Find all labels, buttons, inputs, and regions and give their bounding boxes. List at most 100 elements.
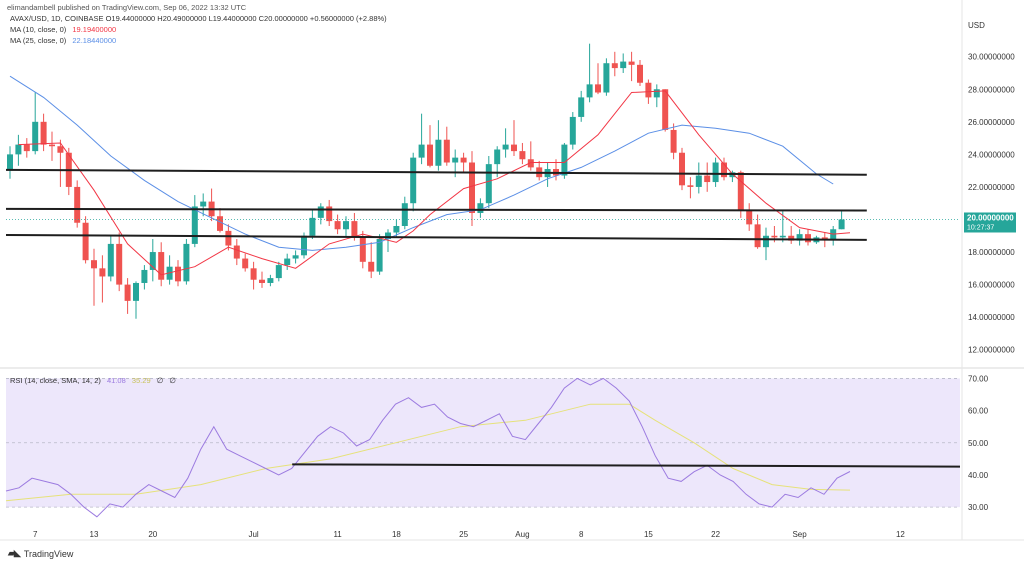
candle-body xyxy=(250,268,257,280)
rsi-tick-label: 40.00 xyxy=(968,471,989,480)
rsi-sma-value: 35.29 xyxy=(131,376,151,385)
price-tick-label: 12.00000000 xyxy=(968,346,1015,355)
time-tick-label: 15 xyxy=(644,530,653,539)
candle-body xyxy=(74,186,81,223)
candle-body xyxy=(511,144,517,152)
rsi-plot xyxy=(5,377,961,518)
candle-body xyxy=(225,230,232,246)
candle-body xyxy=(343,221,349,230)
time-tick-label: Sep xyxy=(792,530,807,539)
time-tick-label: 8 xyxy=(579,530,584,539)
rsi-panel xyxy=(6,378,960,508)
ma10-legend: MA (10, close, 0) 19.19400000 xyxy=(10,25,116,34)
candle-body xyxy=(469,162,475,213)
candle-body xyxy=(116,243,123,285)
candle-body xyxy=(309,217,316,236)
rsi-band xyxy=(6,378,960,508)
ma10-value: 19.19400000 xyxy=(72,25,117,34)
candle-body xyxy=(637,64,643,83)
candle-body xyxy=(242,258,249,269)
trendline xyxy=(5,207,867,212)
tradingview-logo[interactable]: ▰◣ TradingView xyxy=(8,548,73,559)
candle-body xyxy=(838,219,845,230)
candle-body xyxy=(301,235,307,256)
axes: USD 30.00000000 28.00000000 26.00000000 24.0… xyxy=(33,21,1016,539)
candle-body xyxy=(259,279,265,283)
rsi-trendline xyxy=(292,463,961,468)
candle-body xyxy=(662,89,669,130)
rsi-tick-label: 70.00 xyxy=(968,374,989,383)
candle-body xyxy=(603,63,610,93)
time-tick-label: Jul xyxy=(248,530,258,539)
candle-body xyxy=(359,237,366,262)
price-axis-currency: USD xyxy=(968,21,985,30)
candle-body xyxy=(124,284,131,301)
candle-body xyxy=(620,61,627,69)
candle-body xyxy=(334,221,341,230)
countdown-label: 10:27:37 xyxy=(967,224,994,231)
ma25-value: 22.18440000 xyxy=(72,36,117,45)
price-label-bg xyxy=(964,212,1016,233)
candle-body xyxy=(578,97,585,117)
tv-brand: TradingView xyxy=(23,548,74,559)
candle-body xyxy=(275,265,282,279)
candle-body xyxy=(317,206,324,218)
candle-body xyxy=(611,63,618,69)
rsi-label: RSI (14, close, SMA, 14, 2) xyxy=(10,376,101,385)
candle-body xyxy=(763,235,769,248)
price-plot xyxy=(5,43,960,319)
candle-body xyxy=(368,261,375,272)
candle-body xyxy=(569,116,576,145)
publisher-header: elimandambell published on TradingView.c… xyxy=(7,3,247,12)
time-tick-label: 18 xyxy=(392,530,401,539)
rsi-tick-label: 60.00 xyxy=(968,407,989,416)
candle-body xyxy=(23,144,30,152)
candle-body xyxy=(519,151,526,160)
candle-body xyxy=(99,268,106,277)
candle-body xyxy=(435,139,442,166)
candle-body xyxy=(746,209,753,225)
time-tick-label: 12 xyxy=(896,530,905,539)
time-tick-label: 13 xyxy=(90,530,99,539)
price-tick-label: 22.00000000 xyxy=(968,183,1015,192)
candle-body xyxy=(191,206,198,244)
price-tick-label: 16.00000000 xyxy=(968,281,1015,290)
ma25-label: MA (25, close, 0) xyxy=(10,36,67,45)
candle-body xyxy=(351,221,358,238)
candle-body xyxy=(771,235,778,238)
candle-body xyxy=(687,185,694,187)
candle-body xyxy=(485,164,492,204)
candle-body xyxy=(393,226,400,233)
candle-body xyxy=(779,235,786,238)
candle-body xyxy=(460,157,467,163)
candle-body xyxy=(284,258,291,266)
candle-body xyxy=(49,144,55,147)
time-tick-label: Aug xyxy=(515,530,529,539)
candle-body xyxy=(91,260,97,269)
rsi-tick-label: 50.00 xyxy=(968,439,989,448)
candle-body xyxy=(410,157,417,204)
candle-body xyxy=(695,175,702,187)
candle-body xyxy=(233,245,240,259)
trendline xyxy=(5,168,867,176)
rsi-line xyxy=(5,377,851,518)
candle-body xyxy=(679,152,685,186)
candle-body xyxy=(494,149,501,165)
ohlc-legend: AVAX/USD, 1D, COINBASE O19.44000000 H20.… xyxy=(10,14,387,23)
time-tick-label: 20 xyxy=(148,530,157,539)
candle-body xyxy=(107,243,114,277)
candle-body xyxy=(628,61,635,65)
candle-body xyxy=(704,175,711,183)
candle-body xyxy=(217,216,223,231)
candle-body xyxy=(443,139,450,163)
candle-body xyxy=(788,235,795,241)
price-tick-label: 28.00000000 xyxy=(968,85,1015,94)
price-tick-label: 14.00000000 xyxy=(968,313,1015,322)
time-tick-label: 11 xyxy=(333,530,342,539)
candle-body xyxy=(670,129,677,153)
time-tick-label: 7 xyxy=(33,530,38,539)
rsi-extra-2: ∅ xyxy=(169,376,176,385)
price-tick-label: 30.00000000 xyxy=(968,53,1015,62)
candle-body xyxy=(427,144,433,166)
